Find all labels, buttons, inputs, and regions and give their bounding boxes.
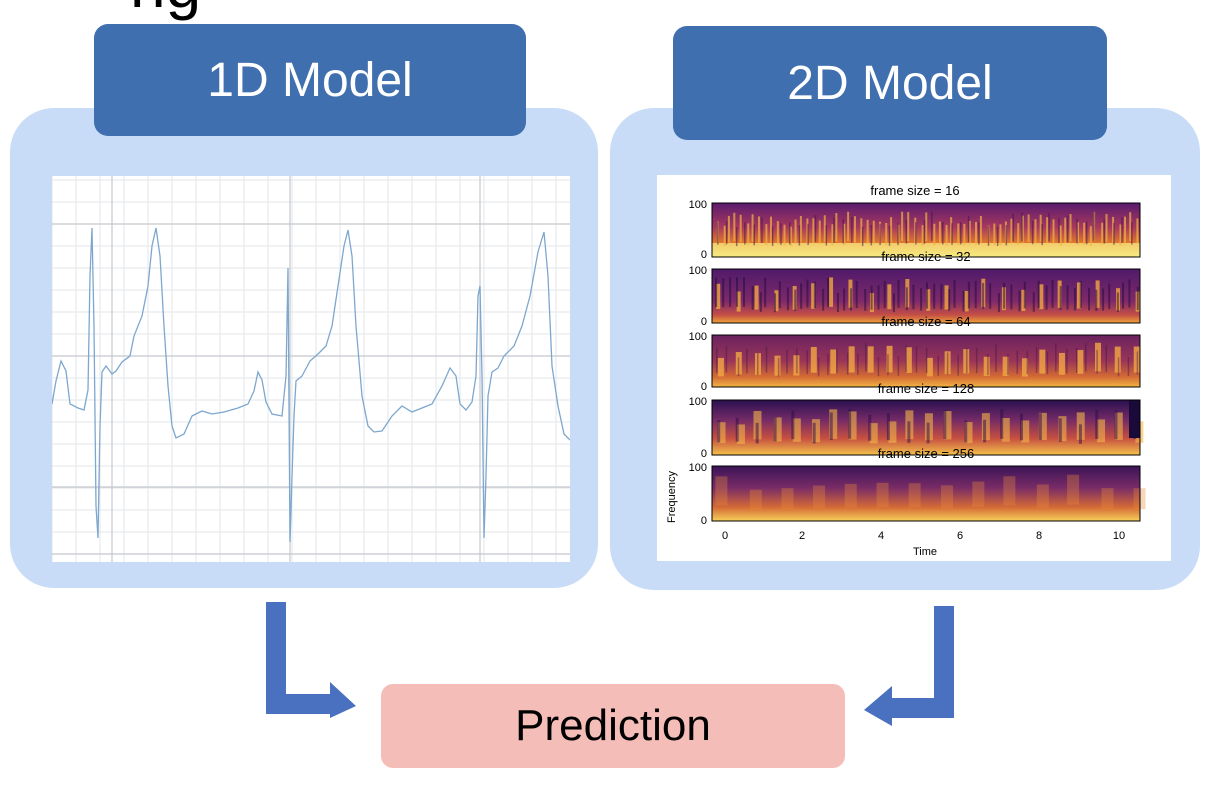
arrow-2d-to-prediction — [864, 606, 954, 726]
y-tick-100: 100 — [689, 331, 707, 343]
y-tick-0: 0 — [701, 249, 707, 261]
spectrogram-panels: frame size = 16 frame size = 32 frame si… — [666, 183, 1146, 558]
spectrogram-title-128: frame size = 128 — [878, 381, 974, 396]
x-axis-label: Time — [913, 546, 937, 558]
x-tick-8: 8 — [1036, 530, 1042, 542]
y-tick-100: 100 — [689, 199, 707, 211]
x-tick-4: 4 — [878, 530, 884, 542]
spectrogram-title-16: frame size = 16 — [870, 183, 959, 198]
spectrogram-title-64: frame size = 64 — [881, 314, 970, 329]
y-tick-0: 0 — [701, 515, 707, 527]
cropped-heading: ng — [130, 0, 201, 22]
arrow-1d-to-prediction — [266, 602, 356, 718]
spectrogram-figure: frame size = 16 frame size = 32 frame si… — [657, 175, 1171, 561]
x-tick-2: 2 — [799, 530, 805, 542]
ecg-trace — [52, 176, 570, 562]
y-axis-label: Frequency — [666, 471, 678, 523]
y-tick-100: 100 — [689, 396, 707, 408]
1d-model-label: 1D Model — [94, 24, 526, 136]
spectrogram-panel-64 — [712, 335, 1140, 387]
y-tick-0: 0 — [701, 381, 707, 393]
x-tick-10: 10 — [1113, 530, 1125, 542]
spectrogram-title-256: frame size = 256 — [878, 446, 974, 461]
ecg-signal-image — [52, 176, 570, 562]
y-tick-100: 100 — [689, 462, 707, 474]
y-tick-0: 0 — [701, 316, 707, 328]
x-tick-0: 0 — [722, 530, 728, 542]
y-tick-100: 100 — [689, 265, 707, 277]
x-tick-6: 6 — [957, 530, 963, 542]
spectrogram-panel-256 — [712, 466, 1140, 521]
prediction-box: Prediction — [381, 684, 845, 768]
spectrogram-title-32: frame size = 32 — [881, 249, 970, 264]
2d-model-label: 2D Model — [673, 26, 1107, 140]
y-tick-0: 0 — [701, 448, 707, 460]
